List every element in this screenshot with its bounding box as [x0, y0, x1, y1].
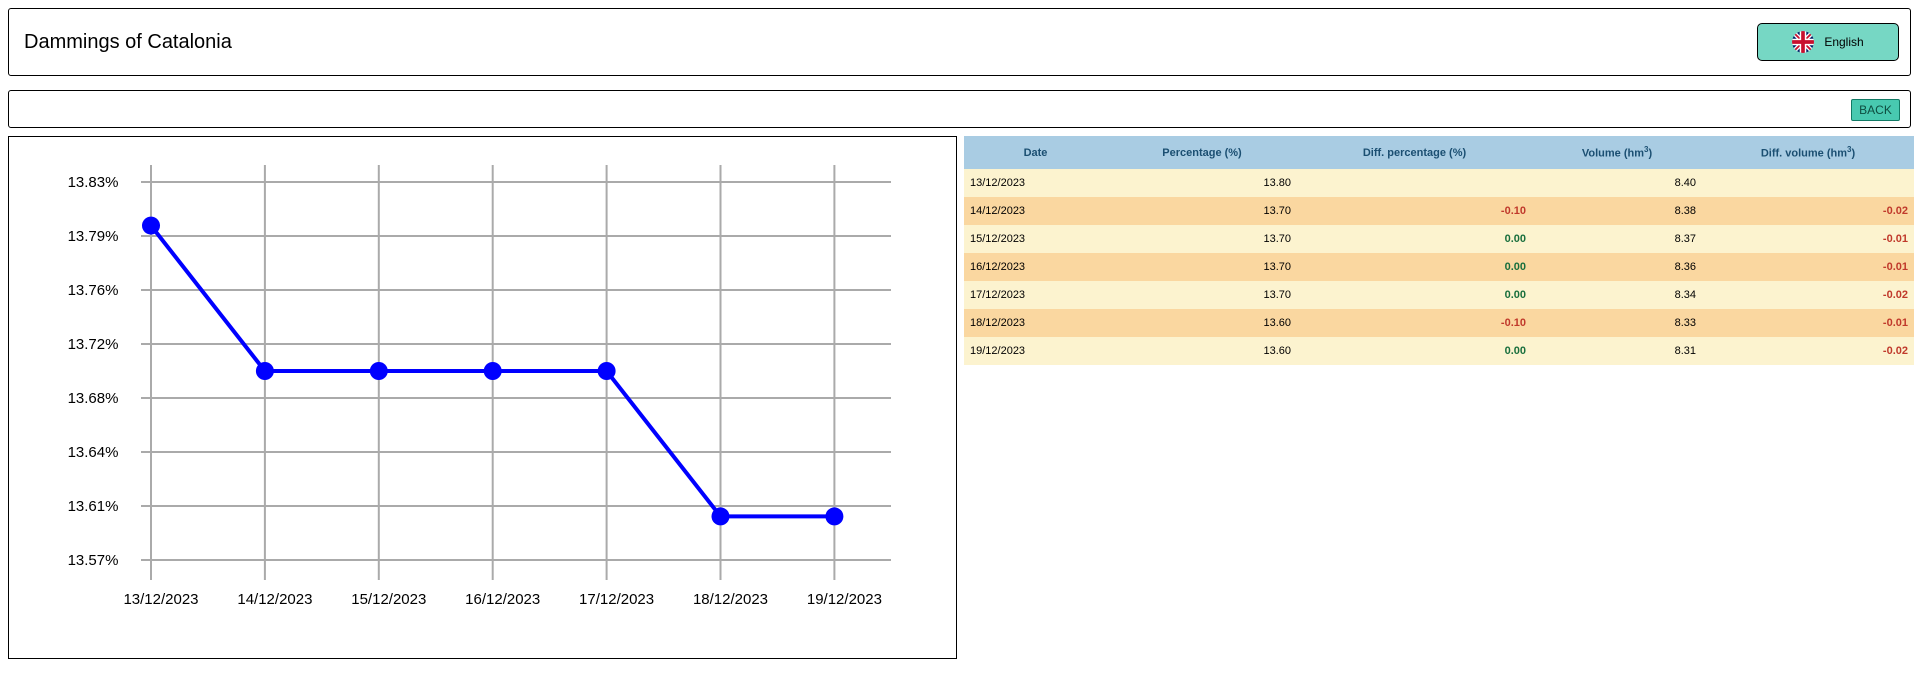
cell-date: 17/12/2023: [970, 289, 1026, 301]
cell-volume: 8.31: [1674, 345, 1696, 357]
cell-diff-volume: -0.02: [1882, 345, 1908, 357]
cell-percentage: 13.70: [1263, 233, 1291, 245]
cell-volume: 8.34: [1674, 289, 1696, 301]
cell-diff-volume: -0.01: [1882, 233, 1908, 245]
table-row: 14/12/2023 13.70 -0.10 8.38 -0.02: [964, 197, 1914, 225]
y-tick-label: 13.68%: [68, 390, 119, 407]
table-row: 17/12/2023 13.70 0.00 8.34 -0.02: [964, 281, 1914, 309]
toolbar: BACK: [8, 90, 1911, 128]
cell-diff-percentage: 0.00: [1504, 289, 1526, 301]
cell-diff-volume: [1702, 169, 1914, 197]
data-table-container: Date Percentage (%) Diff. percentage (%)…: [964, 136, 1914, 365]
cell-diff-percentage: -0.10: [1500, 205, 1526, 217]
y-tick-label: 13.64%: [68, 444, 119, 461]
cell-diff-percentage: -0.10: [1500, 317, 1526, 329]
col-header-diff-percentage: Diff. percentage (%): [1362, 146, 1467, 159]
cell-percentage: 13.60: [1263, 317, 1291, 329]
table-row: 16/12/2023 13.70 0.00 8.36 -0.01: [964, 253, 1914, 281]
cell-diff-volume: -0.02: [1882, 205, 1908, 217]
cell-percentage: 13.80: [1263, 177, 1291, 189]
cell-diff-volume: -0.01: [1882, 261, 1908, 273]
cell-volume: 8.37: [1674, 233, 1696, 245]
line-chart: 13.83% 13.79% 13.76% 13.72% 13.68% 13.64% 13.6…: [8, 136, 957, 659]
back-button[interactable]: BACK: [1851, 99, 1900, 121]
y-tick-label: 13.79%: [68, 228, 119, 245]
cell-percentage: 13.70: [1263, 205, 1291, 217]
cell-diff-volume: -0.02: [1882, 289, 1908, 301]
cell-volume: 8.38: [1674, 205, 1696, 217]
cell-date: 18/12/2023: [970, 317, 1026, 329]
cell-date: 14/12/2023: [970, 205, 1026, 217]
col-header-diff-volume: Diff. volume (hm3): [1760, 145, 1856, 160]
x-tick-label: 16/12/2023: [465, 591, 540, 608]
table-row: 13/12/2023 13.80 8.40: [964, 169, 1914, 197]
x-tick-label: 19/12/2023: [807, 591, 882, 608]
y-tick-label: 13.76%: [68, 282, 119, 299]
cell-diff-volume: -0.01: [1882, 317, 1908, 329]
data-point: [825, 507, 844, 526]
cell-date: 19/12/2023: [970, 345, 1026, 357]
data-table: Date Percentage (%) Diff. percentage (%)…: [964, 136, 1914, 365]
cell-diff-percentage: 0.00: [1504, 261, 1526, 273]
data-point: [369, 362, 388, 380]
x-tick-label: 18/12/2023: [693, 591, 768, 608]
table-row: 18/12/2023 13.60 -0.10 8.33 -0.01: [964, 309, 1914, 337]
cell-diff-percentage: 0.00: [1504, 233, 1526, 245]
col-header-date: Date: [1023, 146, 1048, 159]
col-header-percentage: Percentage (%): [1162, 146, 1242, 159]
data-point: [597, 362, 616, 380]
table-row: 19/12/2023 13.60 0.00 8.31 -0.02: [964, 337, 1914, 365]
y-tick-label: 13.61%: [68, 498, 119, 515]
cell-percentage: 13.70: [1263, 261, 1291, 273]
cell-volume: 8.33: [1674, 317, 1696, 329]
uk-flag-icon: [1792, 31, 1815, 53]
page-title: Dammings of Catalonia: [24, 31, 232, 53]
table-row: 15/12/2023 13.70 0.00 8.37 -0.01: [964, 225, 1914, 253]
chart-svg: 13.83% 13.79% 13.76% 13.72% 13.68% 13.64% 13.6…: [68, 165, 891, 608]
x-tick-label: 14/12/2023: [237, 591, 312, 608]
col-header-volume: Volume (hm3): [1581, 145, 1653, 160]
cell-percentage: 13.60: [1263, 345, 1291, 357]
y-tick-label: 13.72%: [68, 336, 119, 353]
x-tick-label: 15/12/2023: [351, 591, 426, 608]
cell-diff-percentage: 0.00: [1504, 345, 1526, 357]
app-header: Dammings of Catalonia English: [8, 8, 1911, 76]
cell-diff-percentage: [1297, 169, 1532, 197]
data-point: [711, 507, 730, 526]
data-point: [483, 362, 502, 380]
cell-date: 13/12/2023: [970, 177, 1026, 189]
cell-date: 16/12/2023: [970, 261, 1026, 273]
x-tick-label: 17/12/2023: [579, 591, 654, 608]
x-tick-label: 13/12/2023: [123, 591, 198, 608]
y-tick-label: 13.57%: [68, 552, 119, 569]
language-label: English: [1824, 35, 1864, 49]
cell-volume: 8.36: [1674, 261, 1696, 273]
y-tick-label: 13.83%: [68, 174, 119, 191]
table-header-row: Date Percentage (%) Diff. percentage (%)…: [964, 136, 1914, 169]
language-button[interactable]: English: [1757, 23, 1899, 61]
data-point: [255, 362, 274, 380]
cell-date: 15/12/2023: [970, 233, 1026, 245]
data-point: [142, 216, 160, 235]
cell-percentage: 13.70: [1263, 289, 1291, 301]
cell-volume: 8.40: [1674, 177, 1696, 189]
